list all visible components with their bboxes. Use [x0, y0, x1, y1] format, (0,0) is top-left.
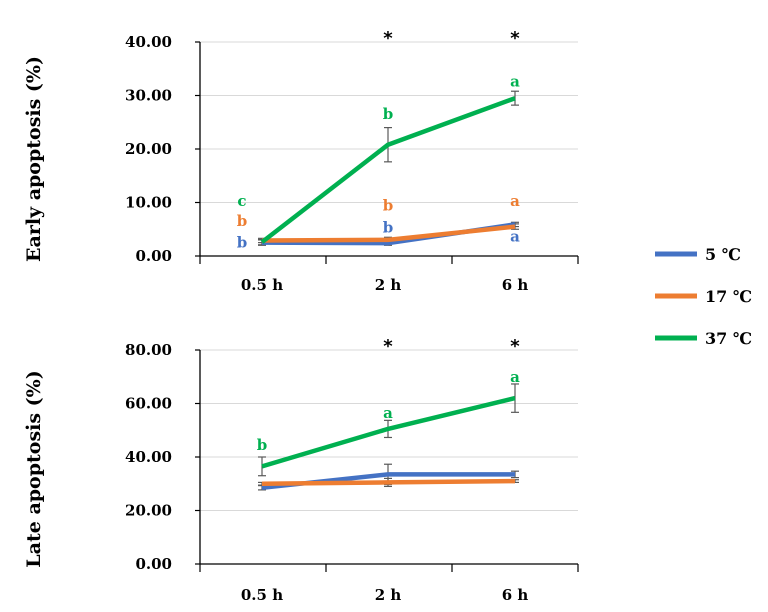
late-y-axis-title: Late apoptosis (%) [23, 370, 45, 567]
early-significance-letter: b [383, 105, 394, 123]
late-y-tick-label: 60.00 [125, 395, 172, 413]
late-significance-star: * [383, 336, 393, 357]
early-significance-star: * [510, 28, 520, 49]
legend-label-37c: 37 ℃ [705, 329, 752, 348]
legend-label-5c: 5 ℃ [705, 245, 741, 264]
late-y-tick-label: 40.00 [125, 448, 172, 466]
early-significance-letter: a [510, 228, 520, 246]
early-significance-letter: a [510, 73, 520, 91]
late-series-line-37c [261, 395, 516, 469]
early-x-tick-label: 0.5 h [241, 276, 283, 294]
legend-label-17c: 17 ℃ [705, 287, 752, 306]
late-x-tick-label: 0.5 h [241, 586, 283, 604]
early-significance-letter: b [237, 234, 248, 252]
early-y-tick-label: 0.00 [135, 247, 172, 265]
early-significance-letter: c [237, 192, 246, 210]
late-significance-letter: b [257, 436, 268, 454]
early-significance-star: * [383, 28, 393, 49]
late-series-line-17c [261, 478, 516, 487]
late-y-tick-label: 80.00 [125, 341, 172, 359]
late-significance-star: * [510, 336, 520, 357]
late-x-tick-label: 2 h [375, 586, 402, 604]
early-y-tick-label: 20.00 [125, 140, 172, 158]
early-y-tick-label: 30.00 [125, 87, 172, 105]
late-x-tick-label: 6 h [502, 586, 529, 604]
early-significance-letter: b [383, 197, 394, 215]
early-y-tick-label: 40.00 [125, 33, 172, 51]
late-significance-letter: a [383, 404, 393, 422]
late-y-tick-label: 20.00 [125, 502, 172, 520]
early-y-axis-title: Early apoptosis (%) [23, 56, 45, 262]
early-y-tick-label: 10.00 [125, 194, 172, 212]
late-y-tick-label: 0.00 [135, 555, 172, 573]
early-series-line-17c [261, 224, 516, 243]
early-x-tick-label: 6 h [502, 276, 529, 294]
early-significance-letter: b [237, 212, 248, 230]
early-series-line-37c [260, 96, 516, 244]
early-significance-letter: a [510, 192, 520, 210]
early-x-tick-label: 2 h [375, 276, 402, 294]
early-significance-letter: b [383, 219, 394, 237]
late-significance-letter: a [510, 368, 520, 386]
